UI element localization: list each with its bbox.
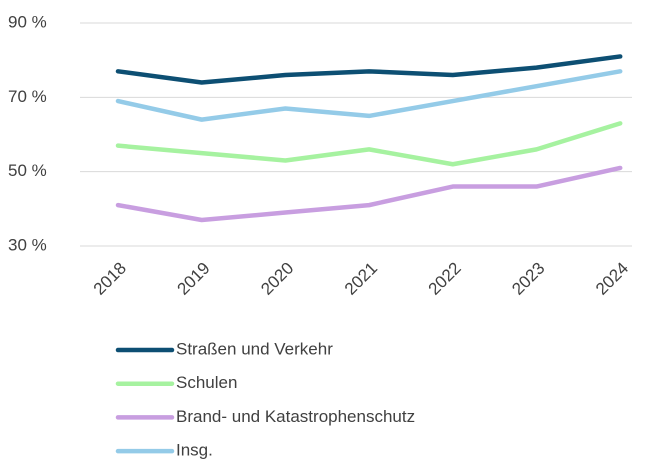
y-tick-label: 50 % (8, 161, 47, 180)
series-line (115, 54, 623, 85)
legend-label: Straßen und Verkehr (176, 339, 333, 358)
x-tick-label: 2022 (425, 259, 465, 299)
legend-label: Insg. (176, 441, 213, 460)
legend-label: Brand- und Katastrophenschutz (176, 407, 415, 426)
series-line (115, 165, 623, 223)
x-tick-label: 2020 (257, 259, 297, 299)
y-tick-label: 30 % (8, 235, 47, 254)
series-line (115, 69, 623, 122)
series-line (115, 121, 623, 167)
y-tick-label: 90 % (8, 12, 47, 31)
y-tick-label: 70 % (8, 87, 47, 106)
x-tick-label: 2018 (90, 259, 130, 299)
x-tick-label: 2021 (341, 259, 381, 299)
x-tick-label: 2019 (174, 259, 214, 299)
x-tick-label: 2024 (592, 259, 632, 299)
legend-label: Schulen (176, 373, 237, 392)
x-tick-label: 2023 (508, 259, 548, 299)
